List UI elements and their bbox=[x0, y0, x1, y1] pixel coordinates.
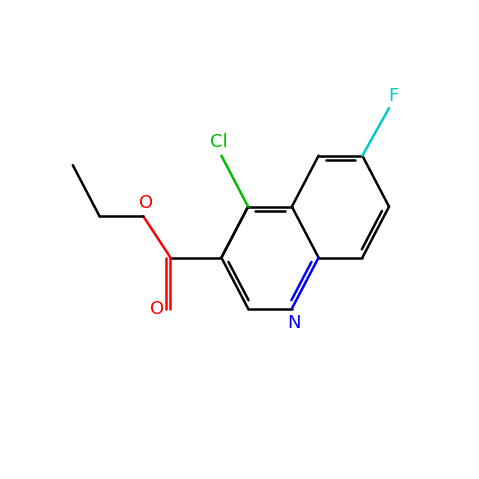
Text: Cl: Cl bbox=[210, 133, 228, 151]
Text: O: O bbox=[150, 299, 164, 318]
Text: F: F bbox=[388, 87, 399, 105]
Text: N: N bbox=[287, 314, 301, 332]
Text: O: O bbox=[138, 194, 153, 212]
